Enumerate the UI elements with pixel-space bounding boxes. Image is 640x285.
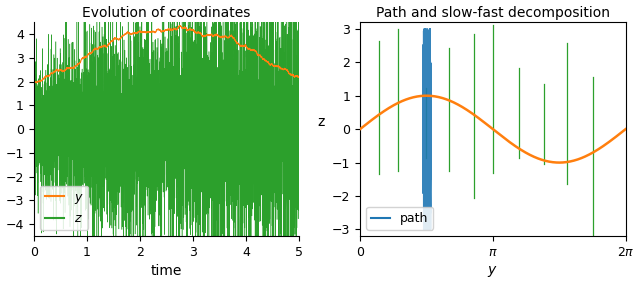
- Title: Path and slow-fast decomposition: Path and slow-fast decomposition: [376, 5, 610, 20]
- Legend: path: path: [366, 207, 433, 230]
- y: [175, 24, 183, 27]
- z: [30, 131, 38, 135]
- Title: Evolution of coordinates: Evolution of coordinates: [83, 5, 251, 20]
- path: [422, 228, 429, 231]
- Line: z: z: [34, 0, 300, 285]
- y: [189, 28, 197, 32]
- z: [248, 170, 256, 174]
- y: [78, 57, 86, 60]
- z: [78, 73, 86, 76]
- y: [30, 80, 38, 83]
- y: [131, 31, 139, 34]
- path: [420, 85, 428, 88]
- z: [202, 213, 210, 216]
- path: [419, 53, 427, 56]
- path: [424, 169, 431, 172]
- Line: path: path: [422, 29, 431, 229]
- z: [296, 155, 303, 159]
- path: [422, 123, 430, 126]
- z: [189, 170, 196, 174]
- path: [424, 93, 432, 97]
- path: [426, 150, 434, 153]
- y: [228, 35, 236, 38]
- z: [228, 92, 236, 96]
- path: [426, 66, 433, 70]
- y: [203, 34, 211, 37]
- path: [424, 137, 431, 140]
- y: [33, 81, 40, 84]
- path: [422, 27, 429, 30]
- z: [131, 232, 139, 236]
- X-axis label: $y$: $y$: [488, 264, 498, 280]
- y: [296, 75, 303, 78]
- Legend: $y$, $z$: $y$, $z$: [40, 186, 88, 230]
- Line: y: y: [34, 26, 300, 83]
- Y-axis label: z: z: [317, 115, 324, 129]
- y: [248, 48, 256, 51]
- X-axis label: time: time: [151, 264, 182, 278]
